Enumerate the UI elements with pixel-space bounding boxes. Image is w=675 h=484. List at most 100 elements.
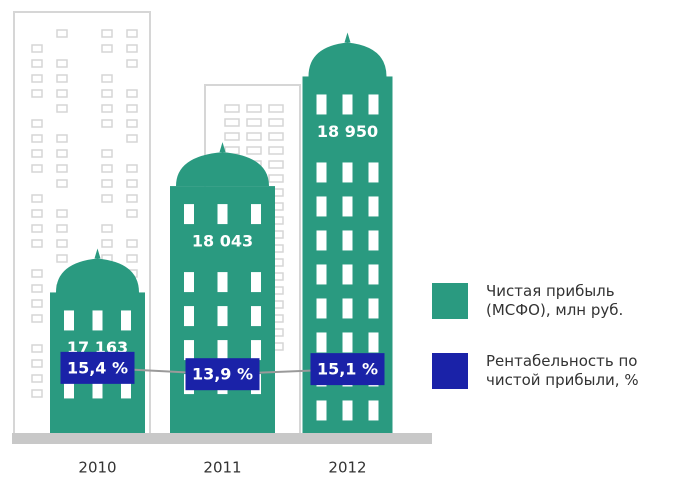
bg-window	[32, 345, 42, 352]
window	[343, 162, 353, 182]
bg-window	[57, 225, 67, 232]
window	[184, 204, 194, 224]
bg-window	[102, 105, 112, 112]
bg-window	[127, 240, 137, 247]
window	[369, 162, 379, 182]
x-tick-label: 2011	[203, 459, 241, 477]
legend-label: Чистая прибыль (МСФО), млн руб.	[486, 282, 656, 320]
bg-window	[32, 45, 42, 52]
bg-window	[269, 147, 283, 154]
value-label: 15,4 %	[67, 358, 128, 377]
bar-roof	[309, 32, 387, 76]
window	[251, 204, 261, 224]
window	[317, 162, 327, 182]
bg-window	[102, 240, 112, 247]
window	[343, 264, 353, 284]
window	[317, 332, 327, 352]
window	[369, 332, 379, 352]
bg-window	[102, 180, 112, 187]
bg-window	[32, 270, 42, 277]
bg-window	[127, 180, 137, 187]
window	[369, 264, 379, 284]
bg-window	[102, 225, 112, 232]
legend-item: Чистая прибыль (МСФО), млн руб.	[432, 282, 672, 320]
bg-window	[127, 120, 137, 127]
window	[343, 400, 353, 420]
bg-window	[127, 135, 137, 142]
bg-window	[225, 133, 239, 140]
window	[317, 298, 327, 318]
bg-window	[32, 210, 42, 217]
bg-window	[57, 210, 67, 217]
page: 201017 163201118 043201218 95015,4 %13,9…	[0, 0, 675, 484]
x-tick-label: 2012	[328, 459, 366, 477]
bg-window	[32, 240, 42, 247]
bg-window	[127, 210, 137, 217]
window	[184, 340, 194, 360]
window	[251, 340, 261, 360]
window	[317, 196, 327, 216]
bg-window	[32, 360, 42, 367]
window	[251, 272, 261, 292]
window	[369, 196, 379, 216]
bg-window	[102, 120, 112, 127]
bg-window	[32, 120, 42, 127]
bg-window	[32, 150, 42, 157]
bg-window	[102, 45, 112, 52]
ground	[12, 433, 432, 444]
bg-window	[57, 180, 67, 187]
legend-swatch	[432, 353, 468, 389]
value-label: 18 043	[192, 232, 253, 251]
bg-window	[57, 30, 67, 37]
bg-window	[247, 105, 261, 112]
bg-window	[102, 30, 112, 37]
window	[343, 196, 353, 216]
legend-label: Рентабельность по чистой прибыли, %	[486, 352, 656, 390]
window	[343, 94, 353, 114]
window	[184, 272, 194, 292]
bg-window	[269, 161, 283, 168]
bg-window	[32, 135, 42, 142]
bg-window	[102, 150, 112, 157]
bg-window	[32, 390, 42, 397]
value-label: 13,9 %	[192, 365, 253, 384]
legend-swatch	[432, 283, 468, 319]
bg-window	[127, 165, 137, 172]
bg-window	[32, 165, 42, 172]
bg-window	[57, 255, 67, 262]
window	[317, 400, 327, 420]
window	[343, 230, 353, 250]
window	[369, 400, 379, 420]
window	[93, 310, 103, 330]
window	[184, 306, 194, 326]
window	[317, 94, 327, 114]
bg-window	[225, 119, 239, 126]
bg-window	[32, 300, 42, 307]
bg-window	[127, 195, 137, 202]
bg-window	[127, 45, 137, 52]
bg-window	[127, 255, 137, 262]
bg-window	[32, 60, 42, 67]
window	[218, 204, 228, 224]
bg-window	[57, 165, 67, 172]
bg-window	[269, 105, 283, 112]
bg-window	[247, 147, 261, 154]
bg-window	[57, 240, 67, 247]
bar-roof	[176, 142, 269, 186]
bg-window	[57, 75, 67, 82]
window	[343, 332, 353, 352]
bg-window	[57, 135, 67, 142]
window	[218, 340, 228, 360]
window	[369, 298, 379, 318]
chart: 201017 163201118 043201218 95015,4 %13,9…	[0, 0, 675, 484]
window	[317, 230, 327, 250]
bg-window	[127, 105, 137, 112]
window	[343, 298, 353, 318]
bg-window	[102, 195, 112, 202]
bg-window	[32, 195, 42, 202]
bg-window	[269, 133, 283, 140]
bg-window	[32, 75, 42, 82]
window	[64, 310, 74, 330]
bg-window	[102, 75, 112, 82]
bg-window	[32, 315, 42, 322]
